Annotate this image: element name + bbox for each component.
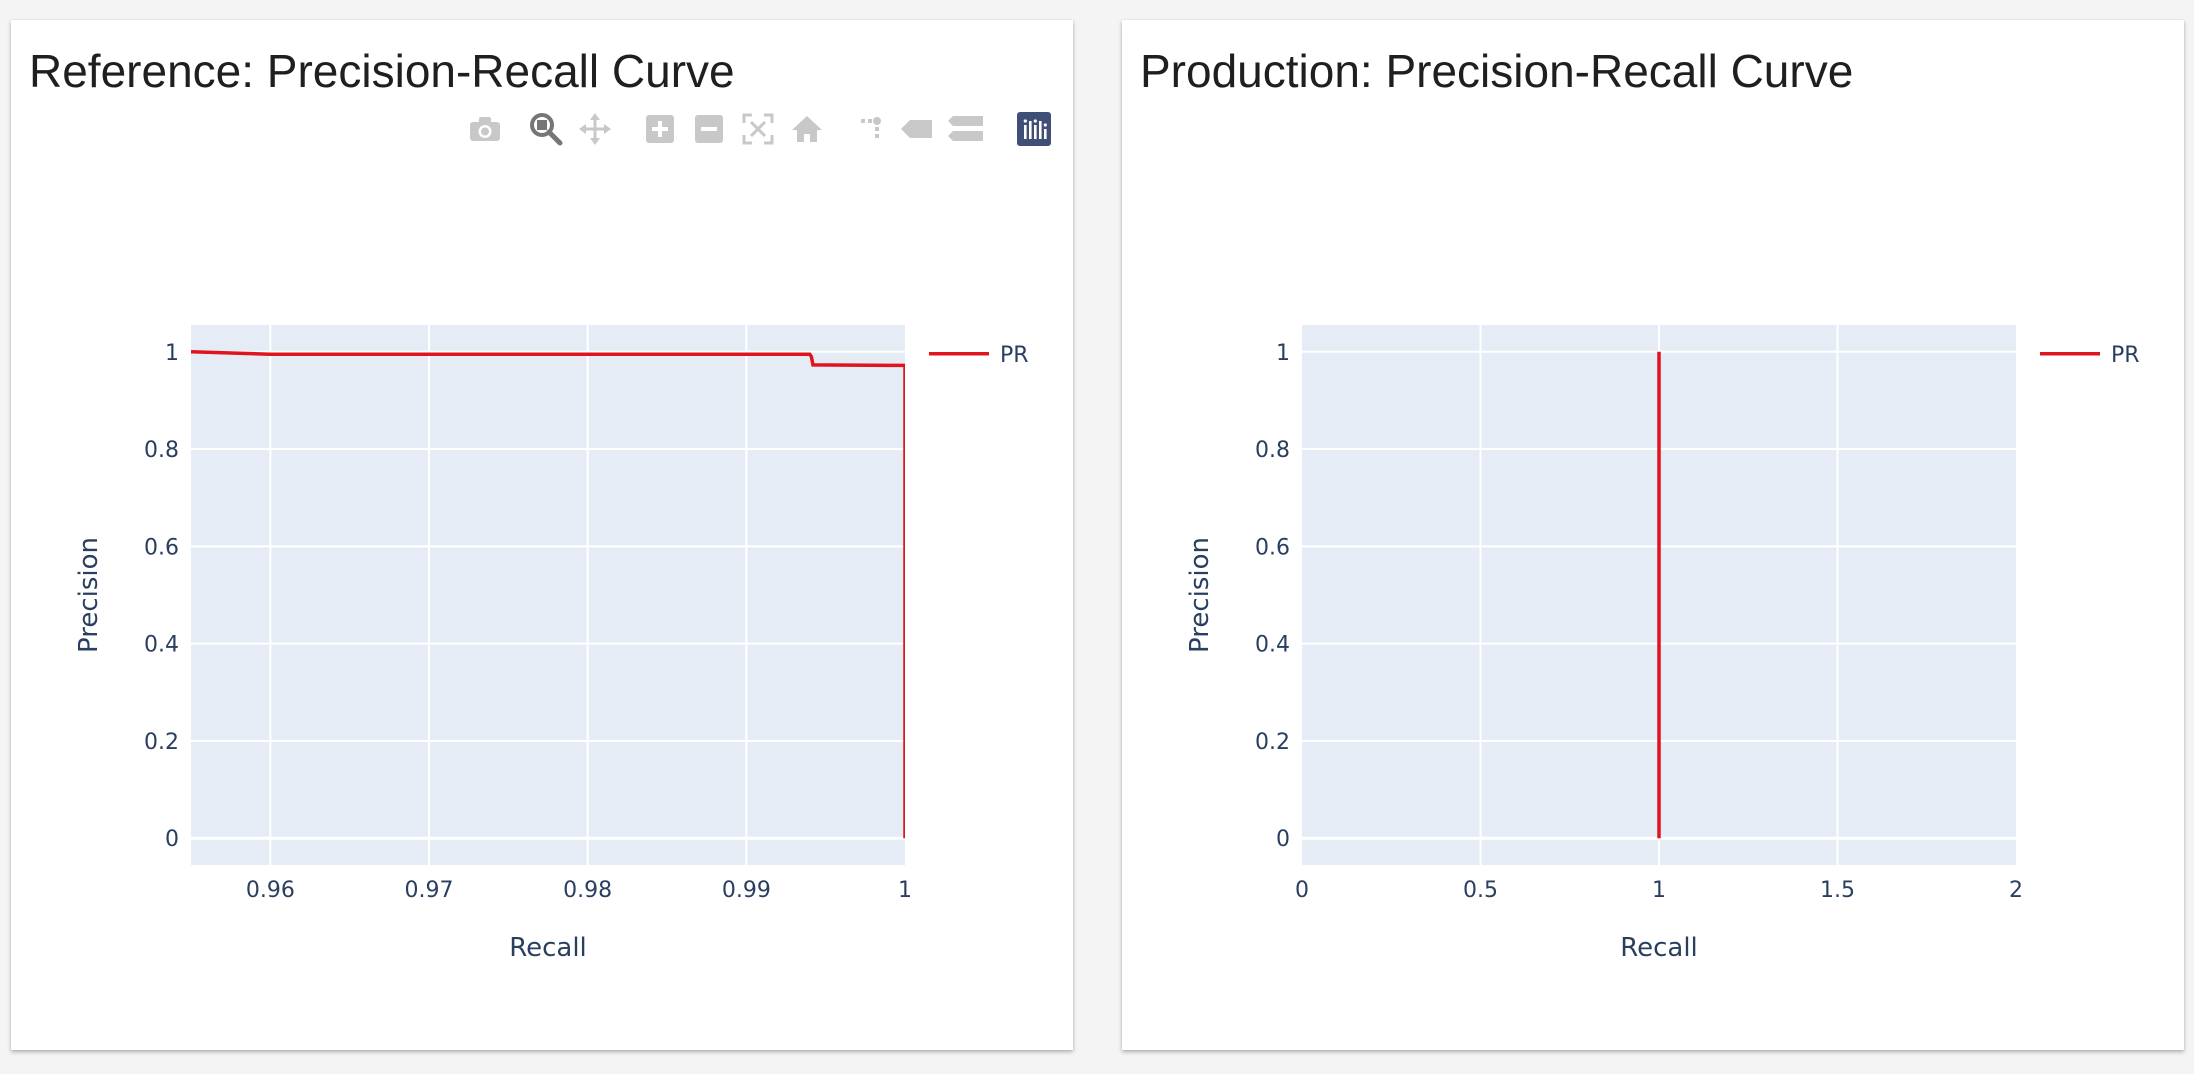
series-line-pr[interactable] (191, 350, 905, 839)
zoom-icon[interactable] (525, 108, 567, 150)
legend[interactable]: PR (2040, 343, 2140, 368)
y-tick-label: 1 (165, 341, 179, 366)
camera-icon[interactable] (464, 108, 506, 150)
y-tick-label: 0 (165, 827, 179, 852)
x-tick-label: 0.5 (1463, 878, 1498, 903)
spike-lines-icon[interactable] (847, 108, 889, 150)
x-axis-title: Recall (1620, 933, 1698, 963)
production-chart-title: Production: Precision-Recall Curve (1140, 45, 1854, 97)
x-tick-label: 1.5 (1820, 878, 1855, 903)
y-tick-label: 0.8 (144, 438, 179, 463)
y-tick-label: 0.6 (144, 535, 179, 560)
x-axis-title: Recall (509, 933, 587, 963)
y-tick-label: 0.8 (1255, 438, 1290, 463)
autoscale-icon[interactable] (737, 108, 779, 150)
legend-label[interactable]: PR (2111, 343, 2140, 368)
y-axis-title: Precision (74, 537, 104, 653)
y-tick-label: 0.2 (144, 730, 179, 755)
y-tick-label: 0.2 (1255, 730, 1290, 755)
x-tick-label: 0.98 (563, 878, 612, 903)
x-tick-label: 0.99 (722, 878, 771, 903)
home-icon[interactable] (786, 108, 828, 150)
reference-chart-title: Reference: Precision-Recall Curve (29, 45, 735, 97)
legend[interactable]: PR (929, 343, 1029, 368)
hover-compare-icon[interactable] (945, 108, 987, 150)
production-pr-plot[interactable]: 0 0.5 1 1.5 2 0 0.2 0.4 0.6 0.8 1 Recall Precision PR (1122, 160, 2184, 1010)
hover-closest-icon[interactable] (896, 108, 938, 150)
x-tick-label: 0.97 (405, 878, 454, 903)
x-tick-label: 1 (1652, 878, 1666, 903)
plot-area[interactable] (191, 325, 905, 865)
zoom-in-icon[interactable] (639, 108, 681, 150)
y-tick-label: 0.4 (144, 633, 179, 658)
plotly-logo-icon[interactable] (1013, 108, 1055, 150)
y-tick-label: 0.4 (1255, 633, 1290, 658)
reference-pr-card: Reference: Precision-Recall Curve 0.96 0.… (11, 20, 1073, 1050)
y-axis-title: Precision (1185, 537, 1215, 653)
zoom-out-icon[interactable] (688, 108, 730, 150)
y-tick-label: 0 (1276, 827, 1290, 852)
reference-pr-plot[interactable]: 0.96 0.97 0.98 0.99 1 0 0.2 0.4 0.6 0.8 1 Recall Pre… (11, 160, 1073, 1010)
plot-modebar (461, 108, 1061, 150)
y-tick-label: 1 (1276, 341, 1290, 366)
x-tick-label: 2 (2009, 878, 2023, 903)
production-pr-card: Production: Precision-Recall Curve 0 0.5 1… (1122, 20, 2184, 1050)
x-tick-label: 0.96 (246, 878, 295, 903)
x-tick-label: 0 (1295, 878, 1309, 903)
legend-label[interactable]: PR (1000, 343, 1029, 368)
pan-icon[interactable] (574, 108, 616, 150)
y-tick-label: 0.6 (1255, 535, 1290, 560)
x-tick-label: 1 (898, 878, 912, 903)
